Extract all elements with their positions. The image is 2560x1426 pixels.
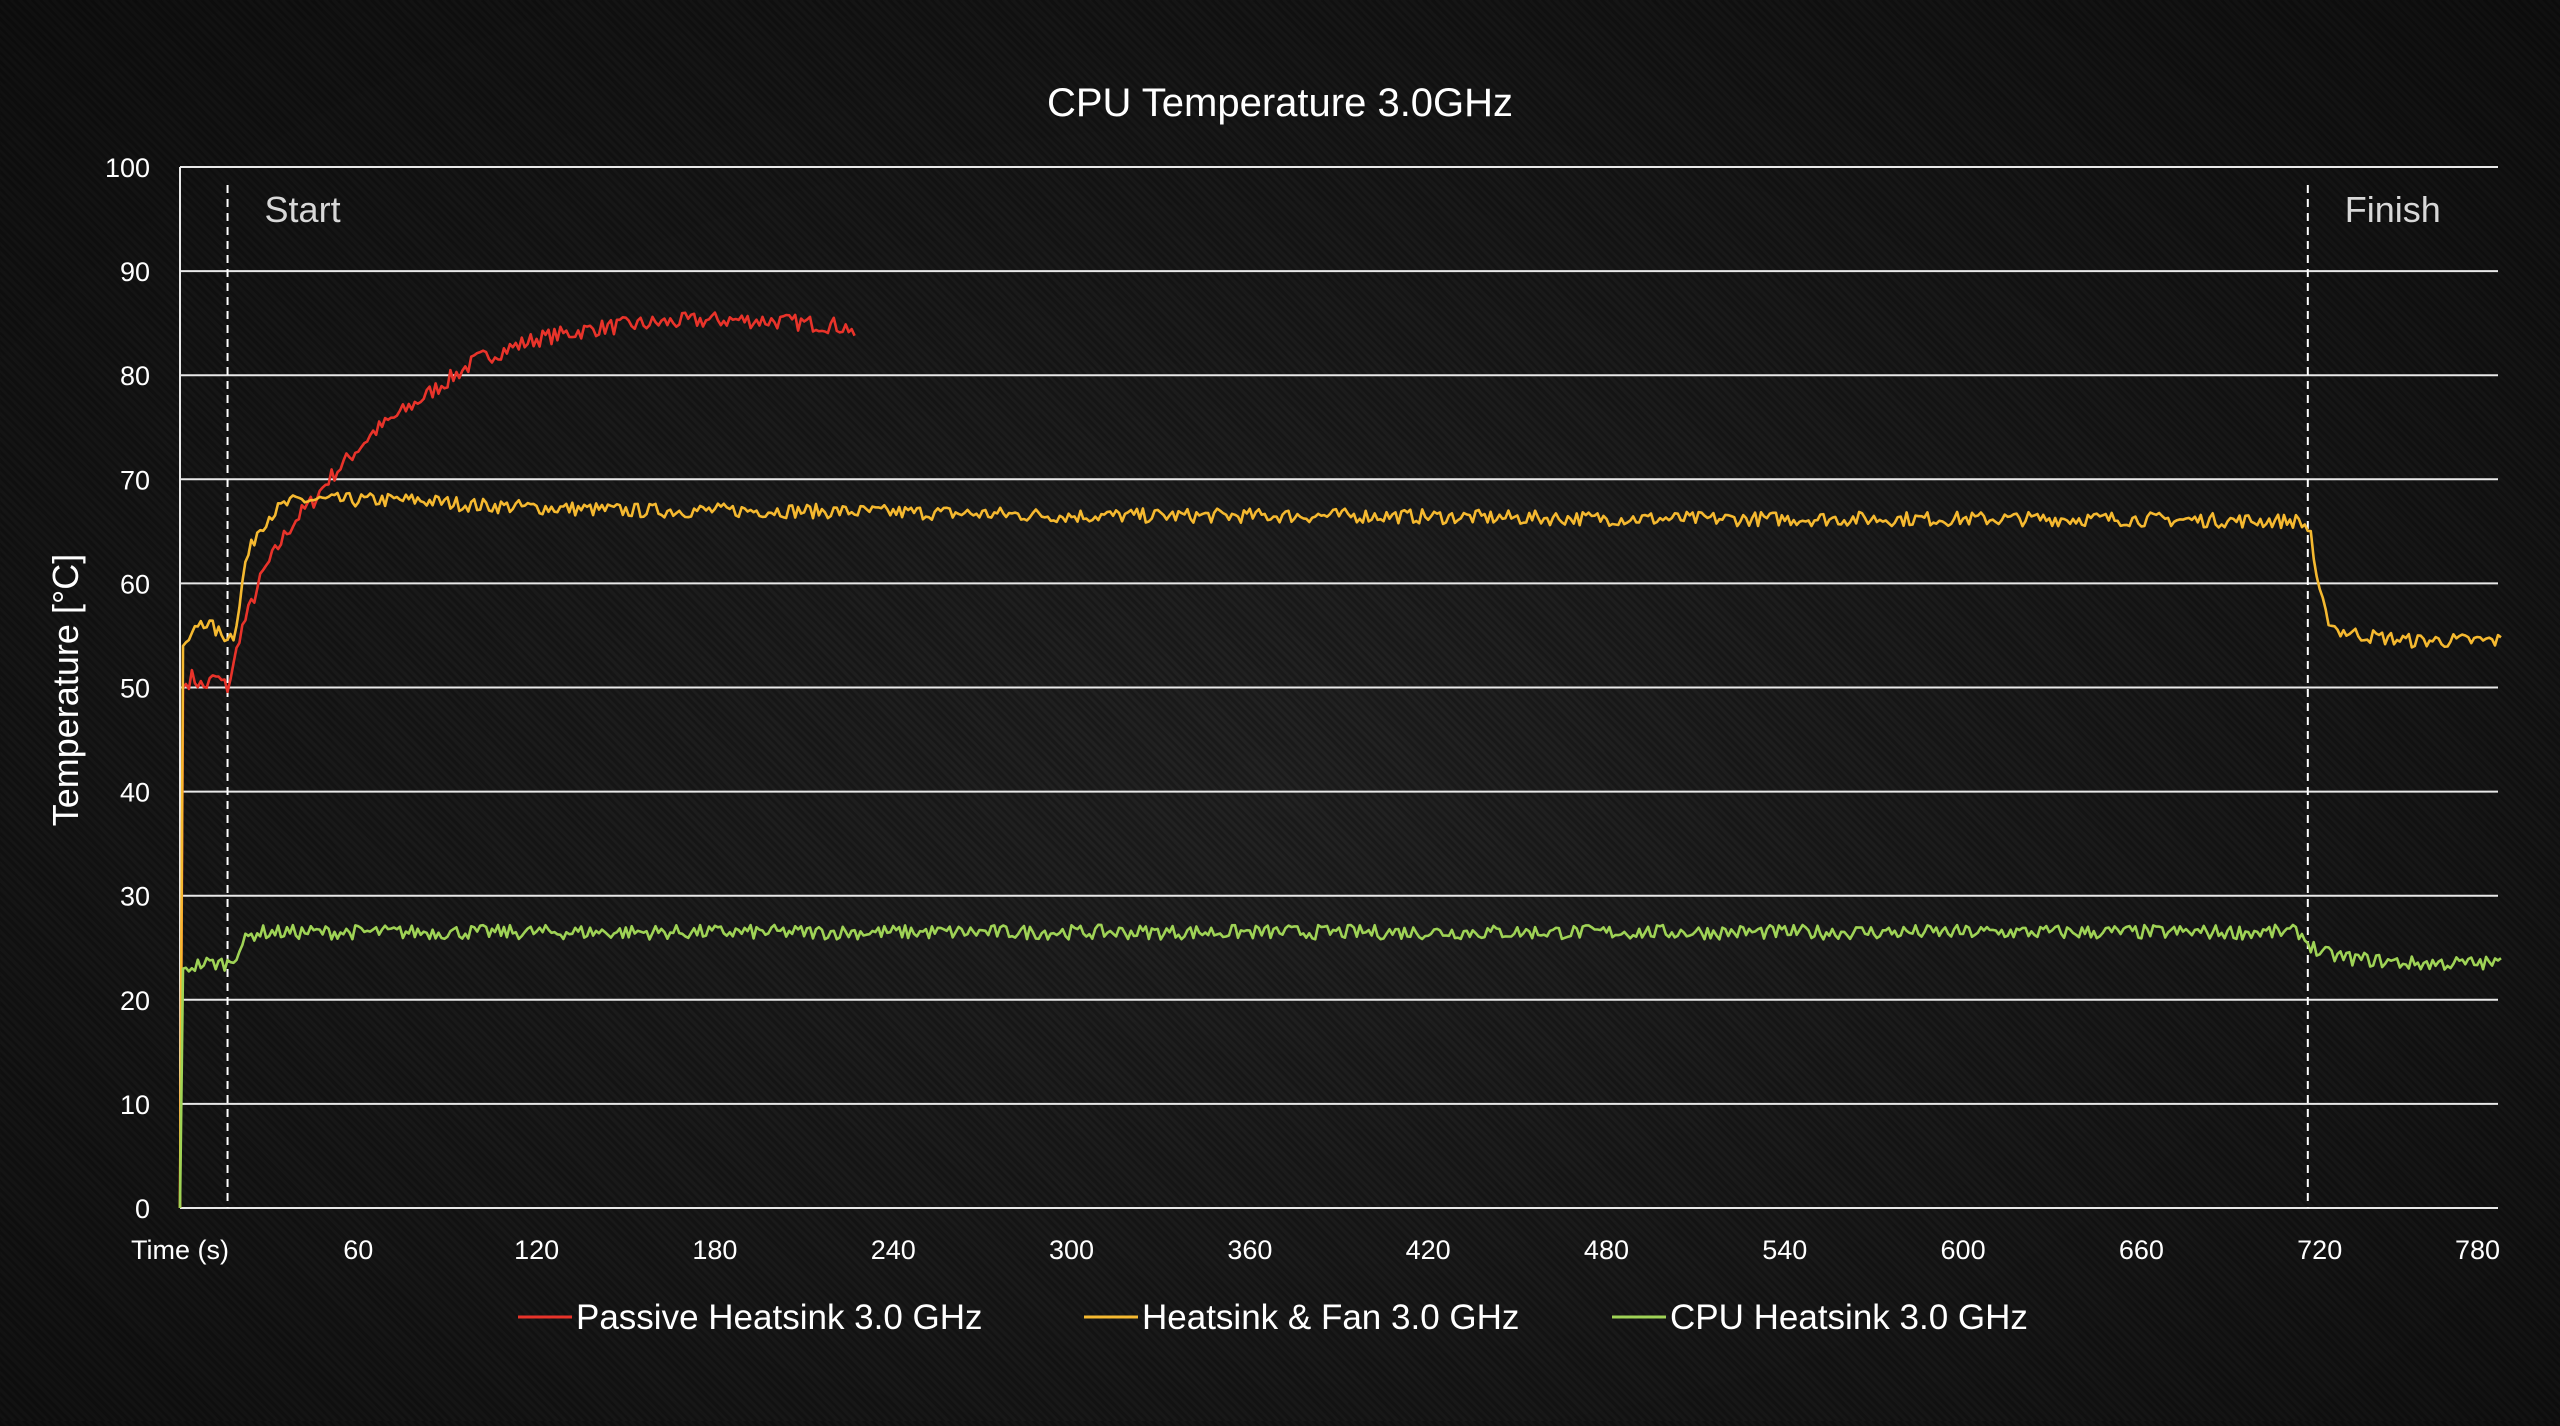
x-tick-240: 240 xyxy=(871,1235,916,1265)
x-tick-480: 480 xyxy=(1584,1235,1629,1265)
y-tick-50: 50 xyxy=(120,674,150,704)
x-tick-420: 420 xyxy=(1406,1235,1451,1265)
y-tick-labels: 0 10 20 30 40 50 60 70 80 90 100 xyxy=(105,153,150,1224)
x-tick-labels: Time (s) 60 120 180 240 300 360 420 480 540 600 66… xyxy=(131,1235,2500,1265)
x-tick-360: 360 xyxy=(1227,1235,1272,1265)
y-tick-20: 20 xyxy=(120,986,150,1016)
y-tick-40: 40 xyxy=(120,778,150,808)
x-tick-180: 180 xyxy=(692,1235,737,1265)
x-tick-60: 60 xyxy=(343,1235,373,1265)
legend-label-2: CPU Heatsink 3.0 GHz xyxy=(1670,1298,2028,1337)
series-line-0 xyxy=(178,311,856,1209)
chart-title: CPU Temperature 3.0GHz xyxy=(1047,81,1513,125)
y-tick-90: 90 xyxy=(120,257,150,287)
y-tick-80: 80 xyxy=(120,361,150,391)
marker-label-finish: Finish xyxy=(2345,189,2441,230)
y-tick-100: 100 xyxy=(105,153,150,183)
series-lines xyxy=(178,311,2502,1209)
x-tick-780: 780 xyxy=(2455,1235,2500,1265)
series-line-1 xyxy=(178,491,2502,1209)
legend-label-1: Heatsink & Fan 3.0 GHz xyxy=(1142,1298,1519,1337)
x-axis-label: Time (s) xyxy=(131,1235,229,1265)
annotations: Start Finish xyxy=(226,185,2441,1208)
x-tick-660: 660 xyxy=(2119,1235,2164,1265)
x-tick-600: 600 xyxy=(1941,1235,1986,1265)
x-tick-300: 300 xyxy=(1049,1235,1094,1265)
y-tick-30: 30 xyxy=(120,882,150,912)
y-tick-0: 0 xyxy=(135,1194,150,1224)
x-tick-720: 720 xyxy=(2297,1235,2342,1265)
y-axis-label: Temperature [°C] xyxy=(45,554,86,827)
marker-label-start: Start xyxy=(265,189,341,230)
y-tick-60: 60 xyxy=(120,569,150,599)
y-tick-10: 10 xyxy=(120,1090,150,1120)
legend: Passive Heatsink 3.0 GHz Heatsink & Fan 3… xyxy=(518,1298,2028,1337)
legend-label-0: Passive Heatsink 3.0 GHz xyxy=(576,1298,983,1337)
grid-lines xyxy=(179,166,2498,1209)
x-tick-540: 540 xyxy=(1762,1235,1807,1265)
x-tick-120: 120 xyxy=(514,1235,559,1265)
series-line-2 xyxy=(178,923,2502,1209)
y-tick-70: 70 xyxy=(120,465,150,495)
